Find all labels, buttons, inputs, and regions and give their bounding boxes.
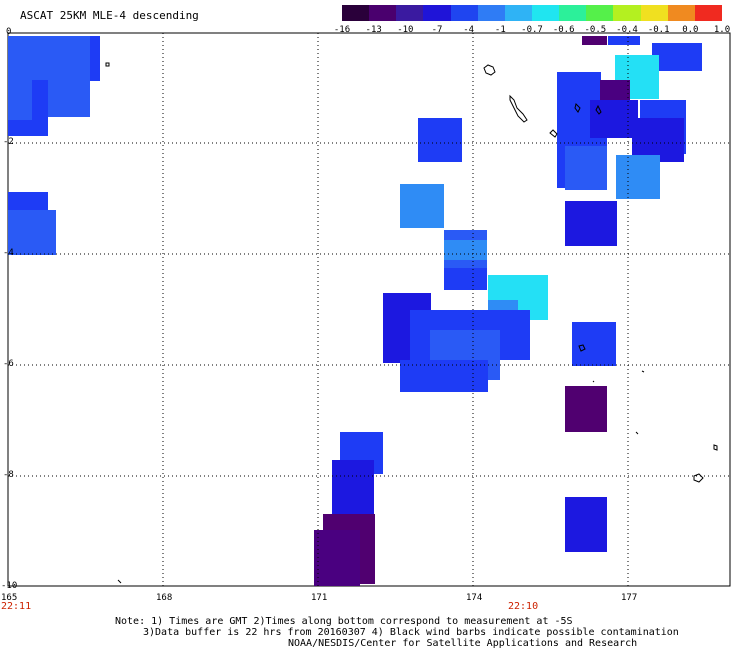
wind-cell [314,530,360,586]
colorbar-label: -0.6 [552,25,575,35]
colorbar-label: -0.7 [521,25,543,35]
colorbar-label: -1 [494,25,506,35]
colorbar-label: -7 [431,25,443,35]
wind-cell [565,386,607,432]
colorbar-swatch [477,5,505,21]
island-7 [693,473,704,483]
map-frame [7,32,731,587]
wind-cell [444,240,487,260]
gridlines [8,33,730,586]
island-3 [549,129,558,138]
colorbar-label: 0.0 [682,25,699,35]
wind-cell [608,36,640,45]
colorbar-swatch [423,5,451,21]
data-cells [8,36,702,586]
colorbar-label: -0.1 [647,25,670,35]
wind-cell [590,100,638,138]
lat-label-2: -2 [3,137,14,147]
wind-cell [565,146,607,190]
colorbar-swatch [559,5,587,21]
wind-cell [418,118,462,162]
island-1 [483,64,496,76]
colorbar-swatch [342,5,370,21]
island-9 [105,62,110,67]
note-line-2: 3)Data buffer is 22 hrs from 20160307 4)… [143,627,679,638]
island-11 [641,370,645,373]
colorbar-label: -0.4 [616,25,638,35]
wind-cell [400,184,444,228]
time-mid: 22:10 [508,601,539,612]
wind-cell [572,322,616,366]
lat-label-8: -8 [3,470,14,480]
colorbar-labels: -16 -13 -10 -7 -4 -1 -0.7 -0.6 -0.5 -0.4 -0.1 0.0 1.… [328,25,738,37]
wind-cell [652,43,702,71]
wind-cell [565,497,607,552]
colorbar-label: 1.0 [713,25,731,35]
time-left: 22:11 [1,601,32,612]
wind-cell [8,60,32,120]
colorbar-swatch [396,5,424,21]
wind-cell [616,155,660,199]
colorbar-swatch [369,5,397,21]
wind-cell [332,460,374,514]
wind-cell [582,36,607,45]
island-outlines [105,62,718,584]
lon-label-171: 171 [311,593,328,603]
island-5 [595,104,602,115]
island-10 [117,579,122,584]
colorbar-swatch [694,5,722,21]
lat-label-6: -6 [3,359,14,369]
colorbar-swatch [640,5,668,21]
island-4 [574,103,581,113]
colorbar-label: -13 [365,25,382,35]
colorbar-swatch [586,5,614,21]
lon-label-168: 168 [156,593,173,603]
wind-cell [632,118,684,162]
colorbar-swatch [613,5,641,21]
lat-label-0: 0 [6,27,12,37]
island-8 [713,444,718,451]
colorbar-label: -0.5 [584,25,607,35]
colorbar-swatch [450,5,478,21]
lon-label-174: 174 [466,593,483,603]
colorbar-label: -4 [463,25,475,35]
wind-cell [565,201,617,246]
lon-label-165: 165 [1,593,18,603]
colorbar-swatch [531,5,560,21]
island-2 [509,94,528,123]
island-6 [578,344,586,352]
colorbar-swatch [504,5,532,21]
island-12 [635,431,639,435]
wind-cell [444,268,487,290]
note-line-3: NOAA/NESDIS/Center for Satellite Applica… [288,638,638,649]
colorbar-label: -16 [333,25,351,35]
note-line-1: Note: 1) Times are GMT 2)Times along bot… [115,616,573,627]
map-title: ASCAT 25KM MLE-4 descending [20,9,199,22]
wind-cell [8,210,56,255]
lat-label-4: -4 [3,248,14,258]
colorbar-label: -10 [397,25,414,35]
colorbar [342,5,722,21]
lon-label-177: 177 [621,593,638,603]
island-13 [592,380,595,383]
colorbar-swatch [667,5,695,21]
lat-label-10: -10 [1,581,18,591]
